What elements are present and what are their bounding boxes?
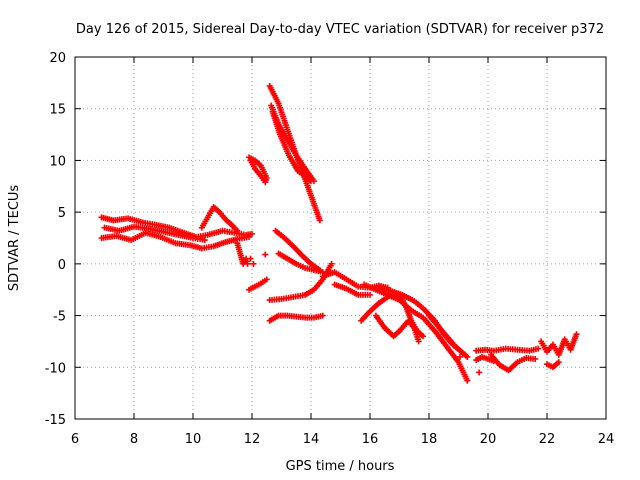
point-arc-19-points-1 [476,369,483,376]
point-arc-early-hump-26 [234,227,241,234]
series-arc-12-points [247,251,269,267]
point-arc-near-12-dip-15 [244,260,251,267]
series-arc-16-down-a [361,281,471,384]
point-arc-early-band-upper-70 [249,230,255,237]
point-arc-19-mid-22 [458,348,465,355]
series-arc-late-flat-upper [473,345,542,354]
point-arc-late-dip-25 [532,356,539,363]
series-arc-steep-c [269,108,314,185]
x-axis-label: GPS time / hours [286,459,395,474]
point-arc-16-down-a-66 [464,377,471,384]
x-tick-label-7: 20 [480,432,497,447]
point-arc-flat-minus-5-25 [319,312,326,319]
data-points [98,82,580,384]
point-arc-rising-from-minus-3-34 [328,260,335,267]
point-arc-16-down-b-53 [464,353,471,360]
series-arc-near-12-dip [234,240,251,267]
y-tick-label-4: 5 [58,206,66,221]
point-arc-12-points-1 [250,260,257,267]
point-arc-final-cluster-35 [573,331,580,338]
series-arc-early-band-lower [98,229,253,252]
x-tick-label-9: 24 [598,432,615,447]
y-tick-label-1: -10 [45,361,66,376]
y-tick-label-7: 20 [49,51,66,66]
series-arc-final-cluster [538,331,580,358]
point-arc-19-points-0 [456,353,463,360]
plot-frame [74,56,607,420]
series-arc-cluster-15-low [331,281,373,298]
y-tick-label-2: -5 [53,310,66,325]
point-arc-12-low-9 [263,276,270,283]
series-arc-19-points [456,353,483,376]
chart-title: Day 126 of 2015, Sidereal Day-to-day VTE… [76,22,604,37]
series-arc-rising-from-minus-3 [266,260,335,304]
point-arc-early-band-middle-47 [201,237,208,244]
x-tick-label-8: 22 [539,432,556,447]
point-arc-early-band-lower-70 [246,233,253,240]
x-tick-label-6: 18 [421,432,438,447]
x-tick-label-5: 16 [362,432,379,447]
point-arc-16-7-scoop-33 [415,338,422,345]
y-tick-label-6: 15 [49,103,66,118]
series-arc-final-low [544,359,562,371]
series-arc-12-small-loop [246,154,270,186]
point-arc-steep-a-65 [316,217,323,224]
series-arc-12-low [246,276,270,293]
y-axis-ticks: -15 -10 -5 0 5 10 15 20 [45,51,606,428]
y-axis-label: SDTVAR / TECUs [7,185,22,292]
point-arc-final-low-7 [555,359,562,366]
y-tick-label-5: 10 [49,154,66,169]
point-arc-cluster-15-low-17 [367,291,373,298]
x-tick-label-1: 8 [130,432,138,447]
series-arc-steep-b [268,102,317,185]
y-tick-label-0: -15 [45,413,66,428]
point-arc-12-points-2 [262,251,269,258]
x-tick-label-3: 12 [244,432,261,447]
series-arc-17-tail [396,291,427,340]
x-tick-label-4: 14 [303,432,320,447]
series-arc-late-dip [487,351,539,374]
series-arc-early-band-middle [101,223,208,244]
point-arc-12-points-0 [247,255,254,262]
series-arc-flat-minus-5 [266,312,326,324]
series-arc-19-mid [426,312,465,355]
point-arc-steep-c-37 [308,178,314,185]
x-axis-ticks: 6 8 10 12 14 16 18 20 22 24 [71,57,614,447]
point-arc-late-flat-upper-27 [535,345,542,352]
series-arc-early-hump [198,203,241,234]
series-arc-declining-mid-2 [275,250,326,276]
point-arc-17-tail-22 [420,333,427,340]
y-tick-label-3: 0 [58,258,66,273]
x-tick-label-2: 10 [185,432,202,447]
x-tick-label-0: 6 [71,432,79,447]
point-arc-12-small-loop-26 [247,157,254,164]
